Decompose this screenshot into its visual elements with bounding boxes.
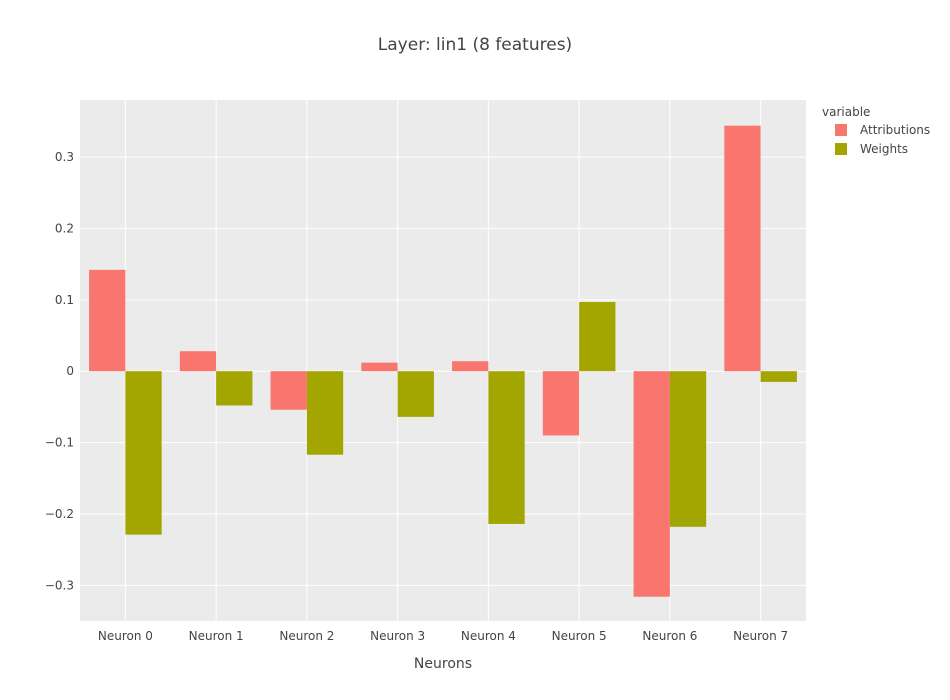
x-tick-label: Neuron 1: [189, 629, 244, 643]
y-tick-label: −0.2: [45, 507, 74, 521]
y-tick-label: −0.3: [45, 578, 74, 592]
chart-title: Layer: lin1 (8 features): [378, 35, 572, 55]
bar-weights-4: [488, 371, 525, 524]
bar-weights-6: [669, 371, 707, 527]
bar-weights-1: [216, 371, 253, 406]
y-tick-label: −0.1: [45, 436, 74, 450]
x-tick-label: Neuron 5: [552, 629, 607, 643]
bar-weights-3: [397, 371, 434, 417]
bar-attributions-4: [452, 361, 489, 372]
legend-swatch-weights: [835, 143, 847, 155]
bar-attributions-5: [542, 371, 580, 436]
x-tick-label: Neuron 0: [98, 629, 153, 643]
bar-attributions-3: [361, 362, 398, 372]
y-axis-ticks: −0.3 −0.2 −0.1 0 0.1 0.2 0.3: [45, 150, 74, 592]
bar-attributions-0: [89, 269, 126, 372]
bar-attributions-7: [724, 125, 761, 372]
x-axis-title: Neurons: [414, 656, 472, 672]
x-tick-label: Neuron 3: [370, 629, 425, 643]
y-tick-label: 0.2: [55, 221, 74, 235]
bar-weights-5: [579, 301, 616, 372]
legend-label-weights: Weights: [860, 142, 908, 156]
bar-weights-7: [760, 371, 797, 382]
legend-label-attributions: Attributions: [860, 123, 930, 137]
y-tick-label: 0.1: [55, 293, 74, 307]
bar-attributions-6: [633, 371, 670, 597]
bar-weights-2: [306, 371, 344, 455]
bar-weights-0: [125, 371, 162, 535]
legend-title: variable: [822, 105, 870, 119]
x-tick-label: Neuron 2: [279, 629, 334, 643]
x-axis-ticks: Neuron 0 Neuron 1 Neuron 2 Neuron 3 Neuron 4…: [98, 629, 788, 643]
bars: [89, 125, 797, 597]
x-tick-label: Neuron 7: [733, 629, 788, 643]
bar-attributions-1: [179, 351, 217, 372]
y-tick-label: 0.3: [55, 150, 74, 164]
y-tick-label: 0: [66, 364, 74, 378]
legend: variable Attributions Weights: [822, 105, 930, 156]
x-tick-label: Neuron 4: [461, 629, 516, 643]
x-tick-label: Neuron 6: [642, 629, 697, 643]
legend-swatch-attributions: [835, 124, 847, 136]
bar-attributions-2: [270, 371, 307, 410]
